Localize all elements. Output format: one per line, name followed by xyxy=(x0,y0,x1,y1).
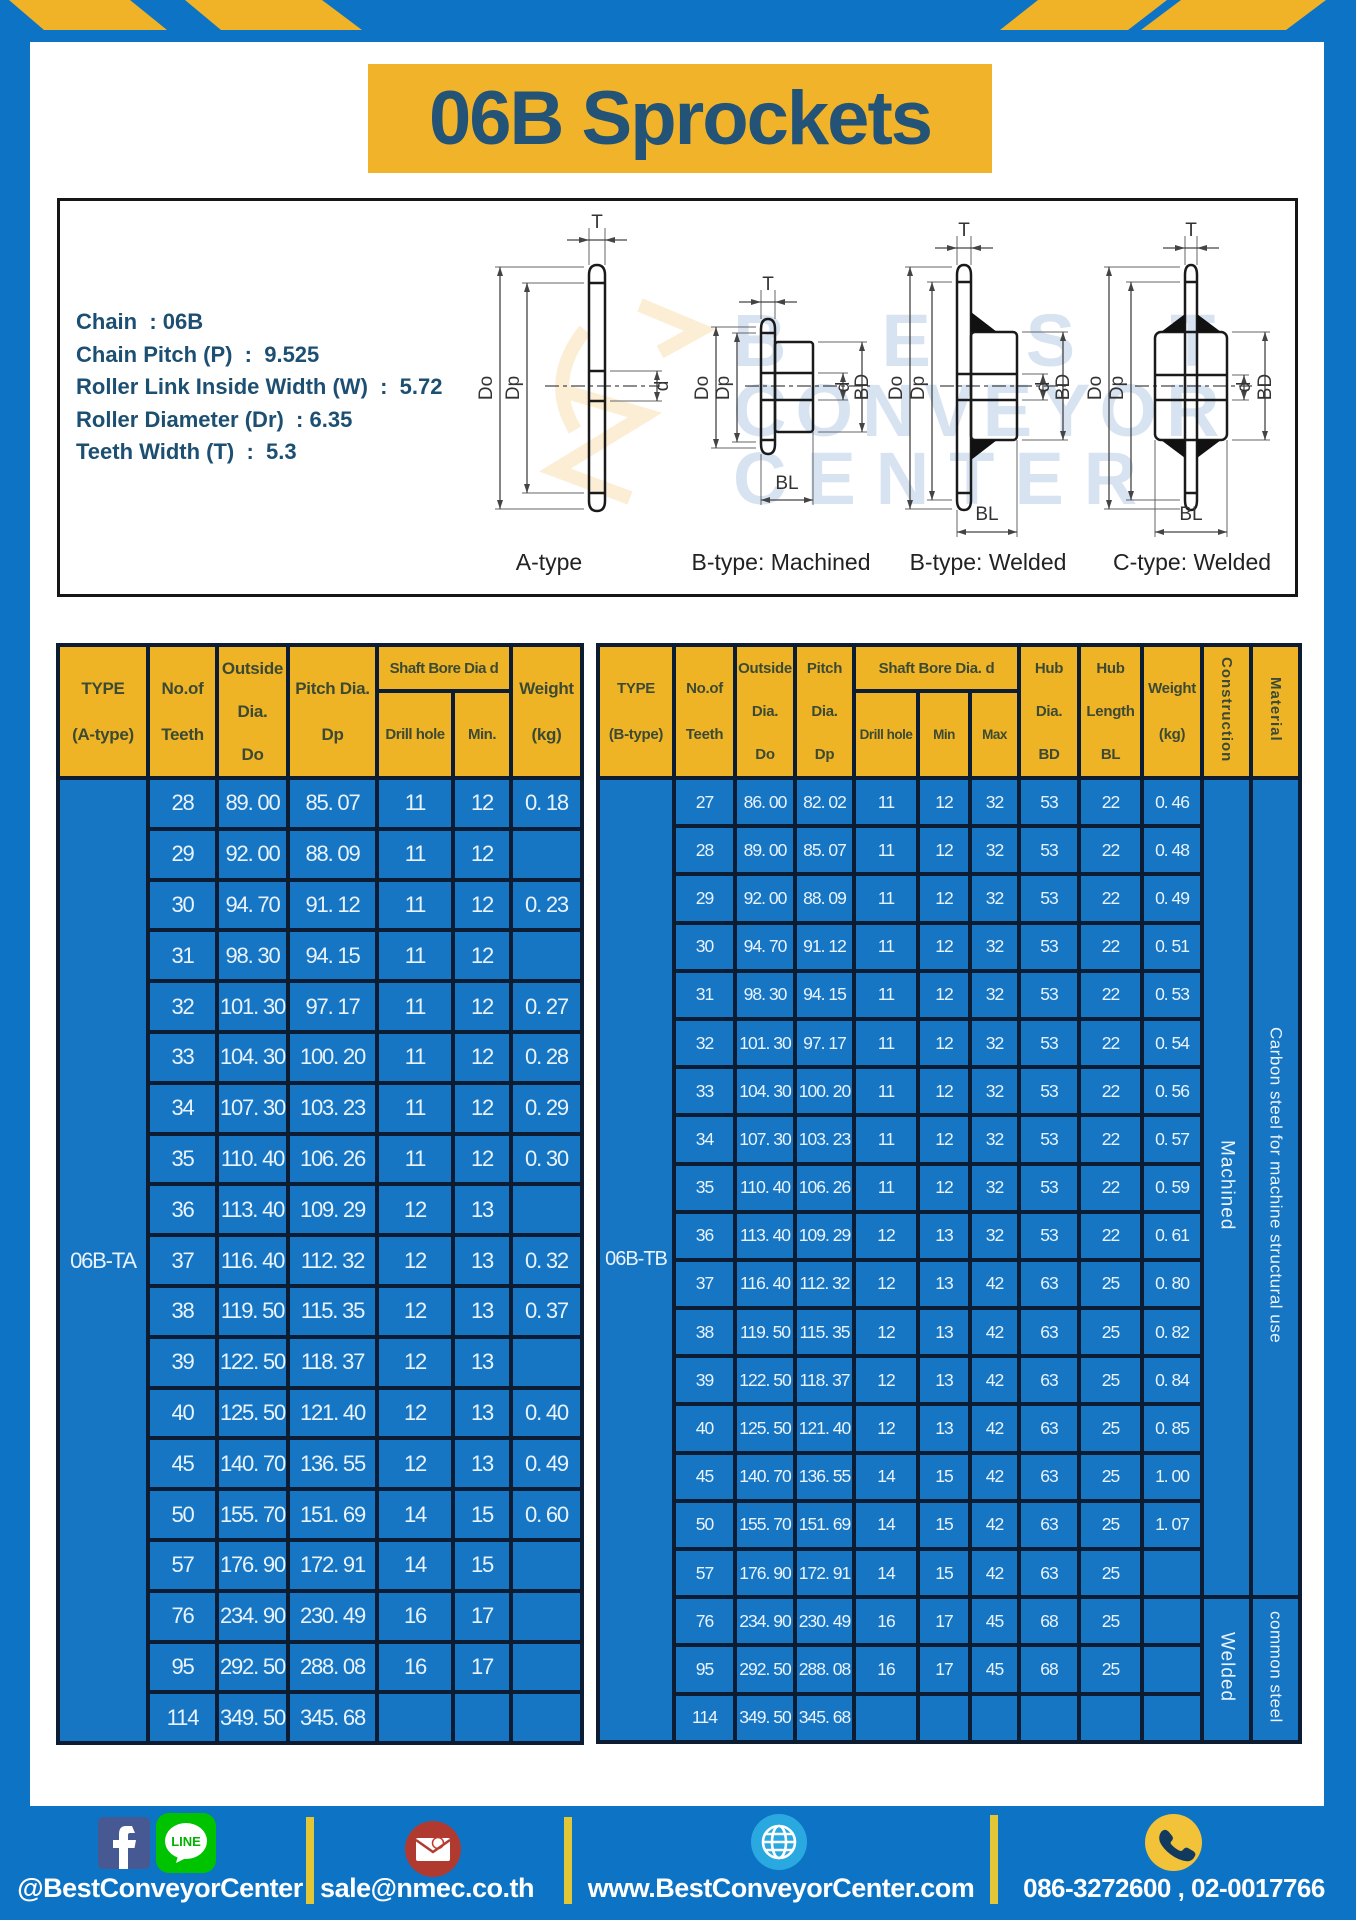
svg-text:Dp: Dp xyxy=(1107,376,1128,400)
svg-text:T: T xyxy=(762,274,774,295)
svg-text:Do: Do xyxy=(692,376,713,400)
svg-text:BL: BL xyxy=(975,504,998,525)
svg-text:Dp: Dp xyxy=(908,376,929,400)
svg-text:CENTER: CENTER xyxy=(733,437,1157,520)
svg-text:BL: BL xyxy=(1179,504,1202,525)
svg-text:T: T xyxy=(591,212,603,233)
svg-text:T: T xyxy=(1185,220,1197,241)
svg-text:Do: Do xyxy=(1085,376,1106,400)
svg-text:Dp: Dp xyxy=(503,376,524,400)
svg-text:BD: BD xyxy=(1053,374,1074,400)
svg-text:BL: BL xyxy=(775,473,798,494)
svg-text:Do: Do xyxy=(476,376,497,400)
svg-text:T: T xyxy=(958,220,970,241)
svg-text:d: d xyxy=(833,382,854,393)
svg-text:d: d xyxy=(1033,382,1054,393)
svg-text:A-type: A-type xyxy=(516,549,582,575)
svg-text:Dp: Dp xyxy=(713,376,734,400)
svg-text:LINE: LINE xyxy=(171,1834,201,1849)
svg-text:BD: BD xyxy=(1255,374,1276,400)
svg-text:B-type: Welded: B-type: Welded xyxy=(910,549,1067,575)
svg-text:B-type: Machined: B-type: Machined xyxy=(692,549,871,575)
svg-text:BD: BD xyxy=(852,374,873,400)
svg-text:Do: Do xyxy=(886,376,907,400)
svg-text:d: d xyxy=(652,381,673,392)
svg-text:C-type: Welded: C-type: Welded xyxy=(1113,549,1271,575)
svg-text:d: d xyxy=(1234,382,1255,393)
